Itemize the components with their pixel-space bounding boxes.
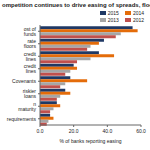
html-text:2015: 2015 <box>107 10 119 16</box>
svg-text:nmaturity: nmaturity <box>18 101 36 112</box>
svg-text:Covenants: Covenants <box>12 78 36 84</box>
svg-text:ost offunds: ost offunds <box>24 26 37 37</box>
svg-text:riskierloans: riskierloans <box>23 88 37 99</box>
html-text:2014: 2014 <box>132 10 144 16</box>
svg-text:40.0: 40.0 <box>102 128 112 134</box>
html-text:2013: 2013 <box>107 17 119 23</box>
svg-text:ratefloors: ratefloors <box>24 38 37 49</box>
svg-text:requirements: requirements <box>8 116 36 122</box>
svg-text:60.0: 60.0 <box>136 128 142 134</box>
svg-text:0.0: 0.0 <box>37 128 44 134</box>
svg-text:creditlines: creditlines <box>24 51 37 62</box>
svg-text:20.0: 20.0 <box>69 128 79 134</box>
html-text:2012: 2012 <box>132 17 144 23</box>
svg-text:% of banks reporting easing: % of banks reporting easing <box>60 138 122 144</box>
svg-text:creditlines: creditlines <box>24 63 37 74</box>
